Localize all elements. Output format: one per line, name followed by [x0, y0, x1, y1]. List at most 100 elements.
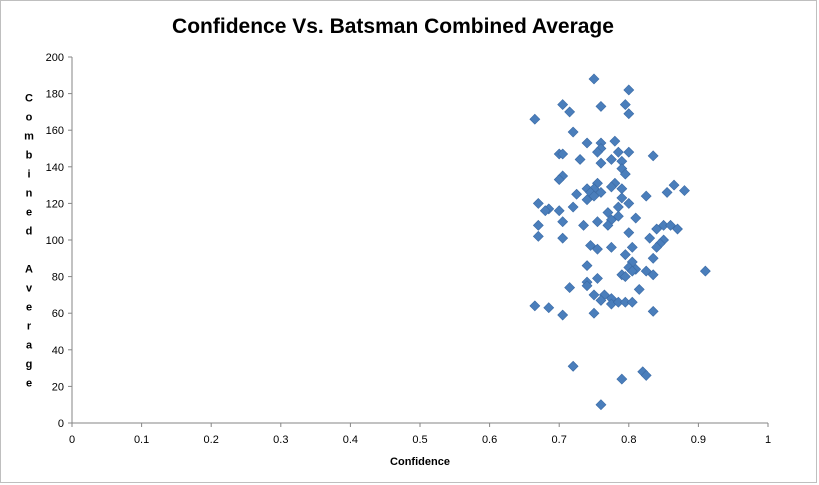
data-point — [532, 219, 544, 231]
data-point — [616, 183, 628, 195]
data-point — [557, 99, 569, 111]
data-point — [623, 227, 635, 239]
data-point — [581, 280, 593, 292]
x-tick-label: 0.1 — [134, 434, 149, 446]
data-point — [543, 302, 555, 314]
data-point — [644, 232, 656, 244]
data-point — [626, 265, 638, 277]
data-point — [585, 240, 596, 251]
data-point — [595, 294, 607, 306]
data-point — [679, 185, 690, 197]
data-point — [567, 126, 579, 138]
data-point — [612, 146, 624, 158]
x-tick-label: 0.6 — [482, 434, 497, 446]
y-tick-label: 200 — [46, 52, 64, 64]
data-point — [592, 243, 603, 255]
data-point — [588, 307, 600, 319]
data-point — [553, 174, 565, 186]
data-point — [623, 84, 635, 96]
data-point — [661, 186, 673, 198]
data-point — [567, 201, 579, 213]
chart-title: Confidence Vs. Batsman Combined Average — [172, 15, 614, 38]
data-point — [605, 241, 617, 253]
data-point — [651, 223, 663, 235]
data-point — [672, 223, 683, 235]
data-point — [557, 148, 569, 160]
data-point — [602, 219, 614, 231]
data-point — [647, 150, 659, 162]
data-point — [578, 219, 589, 231]
data-point — [616, 192, 628, 204]
data-point — [640, 265, 652, 277]
y-tick-label: 140 — [46, 162, 64, 174]
data-point — [581, 260, 593, 272]
x-tick-label: 0.2 — [204, 434, 219, 446]
data-point — [588, 289, 600, 301]
data-point — [665, 219, 676, 231]
y-tick-label: 80 — [52, 272, 64, 284]
data-point — [564, 106, 576, 118]
data-point — [647, 269, 659, 281]
y-tick-label: 40 — [52, 345, 64, 357]
data-point — [588, 73, 600, 85]
data-point — [529, 113, 541, 125]
data-points — [529, 73, 711, 411]
x-tick-label: 0.9 — [691, 434, 706, 446]
x-tick-label: 0.5 — [412, 434, 427, 446]
data-point — [557, 232, 569, 244]
data-point — [567, 360, 579, 372]
data-point — [564, 282, 576, 294]
data-point — [612, 210, 624, 222]
data-point — [532, 230, 544, 242]
y-tick-label: 160 — [46, 125, 64, 137]
x-tick-label: 0.4 — [343, 434, 358, 446]
data-point — [592, 216, 603, 228]
data-point — [626, 296, 638, 308]
data-point — [532, 197, 544, 209]
data-point — [605, 181, 617, 193]
data-point — [651, 241, 663, 253]
y-tick-label: 20 — [52, 381, 64, 393]
data-point — [602, 207, 614, 218]
data-point — [640, 369, 652, 381]
data-point — [623, 146, 635, 158]
y-tick-label: 120 — [46, 198, 64, 210]
data-point — [619, 168, 631, 180]
y-tick-label: 0 — [58, 418, 64, 430]
data-point — [619, 249, 631, 261]
data-point — [592, 146, 603, 158]
x-axis-title: Confidence — [390, 456, 450, 468]
data-point — [588, 190, 600, 202]
x-tick-label: 0.8 — [621, 434, 636, 446]
data-point — [592, 273, 603, 284]
data-point — [623, 108, 635, 120]
data-point — [595, 186, 607, 198]
data-point — [616, 373, 628, 385]
data-point — [595, 399, 607, 411]
data-point — [623, 197, 635, 209]
y-tick-label: 60 — [52, 308, 64, 320]
x-tick-label: 1 — [765, 434, 771, 446]
data-point — [612, 201, 624, 213]
data-point — [630, 212, 642, 224]
data-point — [574, 154, 586, 165]
data-point — [647, 305, 659, 317]
data-point — [557, 309, 569, 321]
data-point — [529, 300, 541, 312]
x-tick-label: 0.3 — [273, 434, 288, 446]
y-tick-label: 100 — [46, 235, 64, 247]
data-point — [699, 265, 711, 277]
data-point — [539, 205, 551, 217]
data-point — [581, 194, 593, 206]
data-point — [581, 137, 593, 149]
data-point — [640, 190, 652, 202]
data-point — [557, 216, 569, 228]
x-tick-label: 0 — [69, 434, 75, 446]
data-point — [553, 205, 565, 217]
data-point — [595, 100, 607, 112]
